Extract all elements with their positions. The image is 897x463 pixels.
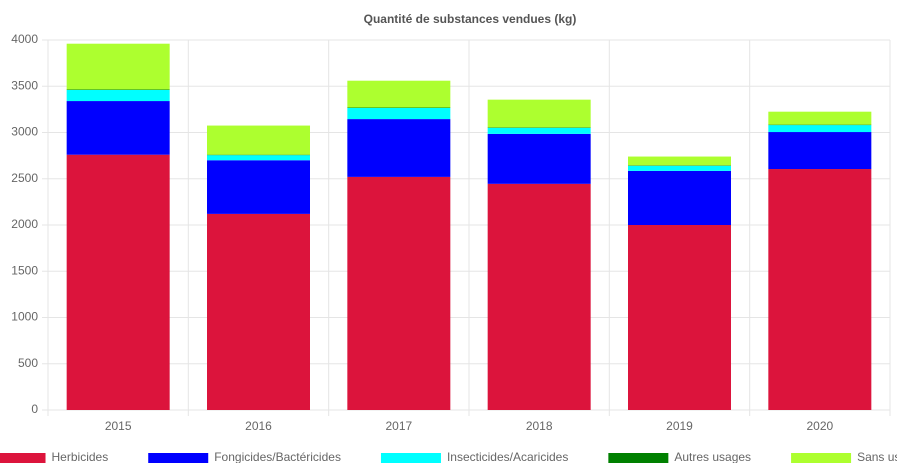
legend-swatch <box>0 453 46 463</box>
bar-segment <box>66 89 170 102</box>
x-tick-label: 2016 <box>245 419 272 433</box>
bar-segment <box>66 43 170 90</box>
y-tick-label: 3500 <box>11 78 38 92</box>
bar-segment <box>347 176 451 410</box>
legend-label: Fongicides/Bactéricides <box>214 450 341 463</box>
x-tick-label: 2018 <box>526 419 553 433</box>
bar-segment <box>207 125 310 155</box>
bar-segment <box>487 133 591 184</box>
y-tick-label: 500 <box>18 356 38 370</box>
y-tick-label: 0 <box>31 402 38 416</box>
chart-title: Quantité de substances vendues (kg) <box>364 12 577 26</box>
bar-segment <box>207 160 310 214</box>
legend-swatch <box>791 453 852 463</box>
bar-segment <box>628 225 731 410</box>
bar-segment <box>768 111 872 125</box>
bar-segment <box>768 125 872 133</box>
bar-segment <box>207 213 310 410</box>
x-tick-label: 2019 <box>666 419 693 433</box>
bar-segment <box>628 170 731 225</box>
x-tick-label: 2017 <box>385 419 412 433</box>
legend-label: Sans usage défini <box>857 450 897 463</box>
bar-segment <box>207 155 310 161</box>
x-tick-label: 2020 <box>806 419 833 433</box>
bar-segment <box>628 165 731 171</box>
legend-swatch <box>608 453 669 463</box>
bar-segment <box>347 107 451 120</box>
bar-segment <box>628 156 731 166</box>
legend-label: Herbicides <box>52 450 109 463</box>
x-tick-label: 2015 <box>105 419 132 433</box>
y-tick-label: 4000 <box>11 32 38 46</box>
bar-segment <box>487 127 591 134</box>
bar-segment <box>66 101 170 155</box>
bar-segment <box>347 119 451 177</box>
y-tick-label: 3000 <box>11 125 38 139</box>
y-tick-label: 1000 <box>11 310 38 324</box>
legend-label: Autres usages <box>674 450 751 463</box>
bar-segment <box>66 154 170 410</box>
y-tick-label: 1500 <box>11 263 38 277</box>
y-tick-label: 2500 <box>11 171 38 185</box>
legend-label: Insecticides/Acaricides <box>447 450 568 463</box>
bar-segment <box>768 132 872 170</box>
legend-swatch <box>380 453 441 463</box>
bar-segment <box>487 183 591 410</box>
bar-segment <box>487 99 591 128</box>
legend-swatch <box>148 453 209 463</box>
y-tick-label: 2000 <box>11 217 38 231</box>
bar-segment <box>347 80 451 108</box>
bar-segment <box>768 169 872 410</box>
